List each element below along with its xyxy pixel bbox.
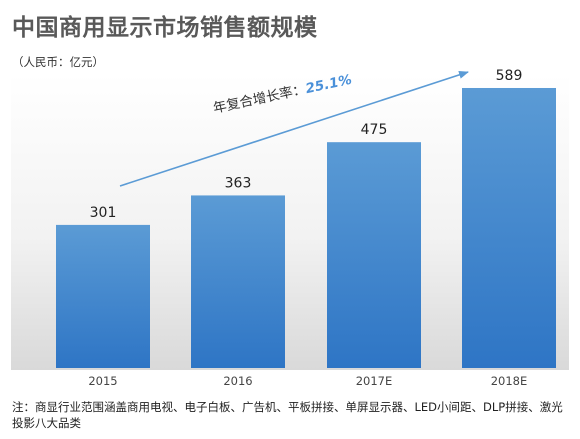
unit-label: （人民币：亿元） (12, 55, 104, 69)
x-tick-2015: 2015 (88, 374, 117, 388)
x-tick-2018E: 2018E (491, 374, 528, 388)
data-label-2017E: 475 (361, 122, 388, 138)
data-label-2016: 363 (225, 175, 252, 191)
x-tick-2016: 2016 (223, 374, 252, 388)
chart-title: 中国商用显示市场销售额规模 (12, 15, 318, 41)
footnote: 注：商显行业范围涵盖商用电视、电子白板、广告机、平板拼接、单屏显示器、LED小间… (12, 400, 563, 430)
bar-2017E (327, 142, 421, 368)
x-tick-2017E: 2017E (356, 374, 393, 388)
growth-arrow (119, 71, 469, 187)
bar-2015 (56, 224, 150, 368)
bar-2016 (191, 195, 285, 368)
bar-2018E (462, 87, 556, 368)
data-label-2015: 301 (90, 205, 117, 221)
data-label-2018E: 589 (496, 68, 523, 84)
